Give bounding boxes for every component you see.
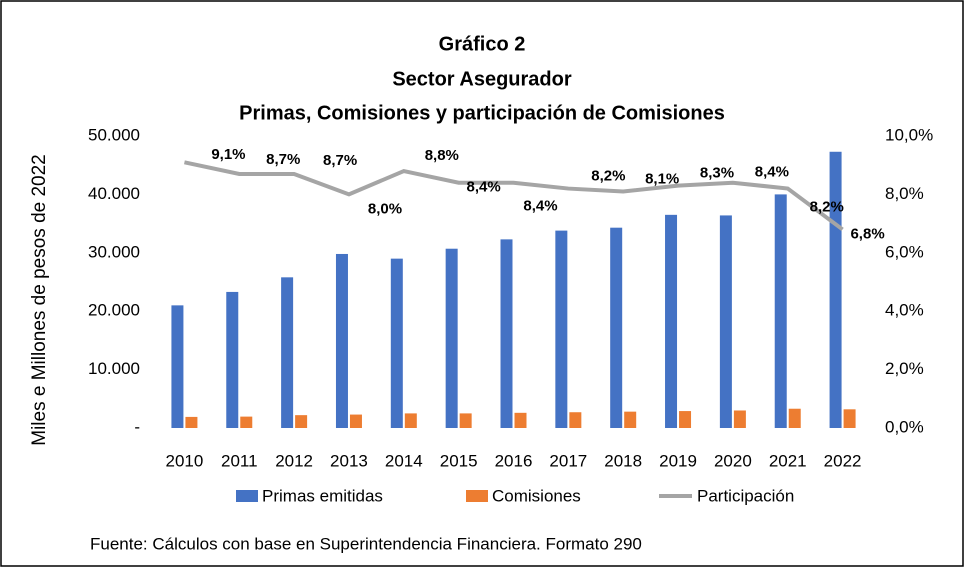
bar — [335, 253, 348, 428]
bar — [555, 230, 568, 428]
x-tick-label: 2015 — [440, 451, 478, 470]
bar — [733, 410, 746, 428]
value-label: 6,8% — [850, 225, 884, 242]
bar — [240, 416, 253, 428]
bar — [569, 412, 582, 428]
legend-swatch — [236, 490, 258, 502]
bar — [788, 408, 801, 428]
bar — [171, 305, 184, 428]
value-label: 8,0% — [368, 200, 402, 217]
value-label: 8,3% — [700, 165, 734, 182]
x-tick-label: 2016 — [495, 451, 533, 470]
bar — [349, 414, 362, 428]
bar — [843, 409, 856, 428]
x-tick-label: 2010 — [166, 451, 204, 470]
y2-tick-label: 8,0% — [885, 184, 924, 203]
x-tick-label: 2013 — [330, 451, 368, 470]
y-tick-label: 40.000 — [88, 184, 140, 203]
bar — [774, 194, 787, 428]
y2-tick-label: 6,0% — [885, 242, 924, 261]
bar — [514, 412, 527, 428]
bar — [679, 411, 692, 428]
y-axis-label: Miles e Millones de pesos de 2022 — [29, 154, 50, 446]
bar — [610, 227, 623, 428]
bar — [665, 214, 678, 428]
y-tick-label: 20.000 — [88, 301, 140, 320]
y-tick-label: 30.000 — [88, 242, 140, 261]
bar — [404, 413, 417, 428]
bar — [445, 248, 458, 428]
bar — [295, 415, 308, 428]
bar — [459, 413, 472, 428]
value-label: 8,7% — [266, 151, 300, 168]
value-label: 8,1% — [645, 170, 679, 187]
value-label: 8,7% — [323, 152, 357, 169]
y-tick-label: 10.000 — [88, 359, 140, 378]
legend-label: Participación — [697, 486, 794, 505]
x-tick-label: 2020 — [714, 451, 752, 470]
value-label: 9,1% — [211, 146, 245, 163]
source: Fuente: Cálculos con base en Superintend… — [90, 534, 642, 553]
legend-swatch — [466, 490, 488, 502]
x-tick-label: 2019 — [659, 451, 697, 470]
bar — [226, 291, 239, 428]
legend-label: Primas emitidas — [262, 486, 383, 505]
chart-subtitle: Sector Asegurador — [392, 68, 572, 90]
bar — [500, 239, 513, 428]
x-tick-label: 2017 — [549, 451, 587, 470]
y2-tick-label: 0,0% — [885, 417, 924, 436]
y2-tick-label: 10,0% — [885, 125, 933, 144]
bar — [185, 416, 198, 428]
value-label: 8,8% — [425, 147, 459, 164]
bar — [390, 258, 403, 428]
x-tick-label: 2018 — [604, 451, 642, 470]
value-label: 8,4% — [755, 164, 789, 181]
value-label: 8,2% — [810, 199, 844, 216]
y-tick-label: - — [134, 417, 140, 436]
legend-label: Comisiones — [492, 486, 581, 505]
chart-subtitle: Primas, Comisiones y participación de Co… — [239, 102, 725, 124]
chart-title: Gráfico 2 — [439, 33, 526, 55]
y2-tick-label: 2,0% — [885, 359, 924, 378]
x-tick-label: 2021 — [769, 451, 807, 470]
x-tick-label: 2022 — [824, 451, 862, 470]
x-tick-label: 2014 — [385, 451, 423, 470]
value-label: 8,4% — [523, 198, 557, 215]
bar — [719, 215, 732, 428]
line — [184, 160, 844, 232]
x-tick-label: 2012 — [275, 451, 313, 470]
bar — [281, 277, 294, 428]
y2-tick-label: 4,0% — [885, 301, 924, 320]
x-tick-label: 2011 — [221, 451, 258, 470]
y-tick-label: 50.000 — [88, 125, 140, 144]
value-label: 8,4% — [467, 179, 501, 196]
bar — [829, 151, 842, 428]
value-label: 8,2% — [591, 168, 625, 185]
bar — [624, 411, 637, 428]
